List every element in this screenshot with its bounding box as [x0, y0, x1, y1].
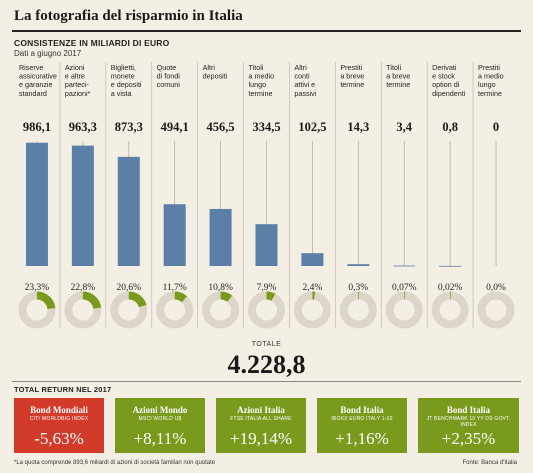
return-box: Azioni Italia FTSE ITALIA ALL SHARE +19,…	[216, 398, 306, 453]
donut-share	[202, 291, 240, 329]
category-label: Titoli a breve termine	[386, 63, 410, 89]
donut-track	[385, 291, 423, 329]
return-box: Bond Mondiali CITI WORLDBIG INDEX -5,63%	[14, 398, 104, 453]
date-note: Dati a giugno 2017	[14, 49, 82, 58]
share-label: 10,8%	[208, 283, 233, 293]
donut-share	[18, 291, 56, 329]
value-label: 873,3	[115, 120, 143, 134]
category-label: Altri conti attivi e passivi	[294, 63, 316, 98]
share-label: 20,6%	[116, 283, 141, 293]
return-box-name: Bond Italia	[340, 405, 384, 415]
donut-share	[431, 291, 469, 329]
value-label: 494,1	[161, 120, 189, 134]
footnote: *La quota comprende 893,6 miliardi di az…	[14, 460, 216, 466]
share-label: 11,7%	[163, 283, 187, 293]
donut-track	[339, 291, 377, 329]
page-title: La fotografia del risparmio in Italia	[14, 8, 243, 24]
return-box-index: JT BENCHMARK 10 YY DS GOVT. INDEX	[426, 416, 511, 428]
total-return-title: TOTAL RETURN NEL 2017	[14, 385, 112, 394]
return-box: Bond Italia JT BENCHMARK 10 YY DS GOVT. …	[418, 398, 519, 453]
return-box-index: CITI WORLDBIG INDEX	[29, 416, 89, 422]
return-box-index: IBOXX EURO ITALY 1-10	[331, 416, 393, 422]
return-box-name: Bond Mondiali	[30, 405, 88, 415]
chart-subtitle: CONSISTENZE IN MILIARDI DI EURO	[14, 38, 170, 48]
category-label: Prestiti a breve termine	[340, 63, 364, 89]
category-label: Azioni e altre parteci-pazioni*	[65, 63, 91, 98]
share-label: 7,9%	[257, 283, 277, 293]
return-box-value: +8,11%	[133, 429, 187, 448]
share-label: 23,3%	[25, 283, 50, 293]
bar	[163, 204, 186, 266]
bar	[439, 265, 462, 267]
bar	[71, 145, 94, 266]
bar	[25, 142, 48, 266]
return-box-value: +19,14%	[230, 429, 292, 448]
share-label: 0,02%	[438, 283, 463, 293]
total-label: TOTALE	[251, 341, 282, 348]
return-box: Azioni Mondo MSCI WORLD U$ +8,11%	[115, 398, 205, 453]
category-label: Prestiti a medio lungo termine	[478, 63, 504, 98]
return-box-value: -5,63%	[34, 429, 84, 448]
category-label: Altri depositi	[203, 63, 228, 81]
section-divider	[12, 381, 521, 382]
title-divider	[12, 30, 521, 32]
value-label: 0	[493, 120, 499, 134]
value-label: 986,1	[23, 120, 51, 134]
donut-track	[431, 291, 469, 329]
donut-share	[64, 291, 102, 329]
donut-track	[202, 291, 240, 329]
share-label: 2,4%	[303, 283, 323, 293]
value-label: 456,5	[207, 120, 235, 134]
category-label: Biglietti, monete e depositi a vista	[111, 63, 142, 98]
return-box-name: Azioni Italia	[237, 405, 285, 415]
share-label: 0,07%	[392, 283, 417, 293]
share-label: 22,8%	[71, 283, 96, 293]
donut-track	[156, 291, 194, 329]
category-label: Quote di fondi comuni	[157, 63, 181, 89]
donut-share	[385, 291, 423, 329]
return-box-name: Bond Italia	[446, 405, 491, 415]
bar	[347, 264, 370, 266]
category-label: Derivati e stock option di dipendenti	[432, 63, 466, 98]
value-label: 3,4	[396, 120, 412, 134]
category-label: Titoli a medio lungo termine	[249, 63, 275, 98]
bar	[117, 156, 140, 266]
share-label: 0,0%	[486, 283, 506, 293]
donut-share	[156, 291, 194, 329]
total-value: 4.228,8	[227, 350, 306, 379]
value-label: 334,5	[252, 120, 280, 134]
savings-bar-chart: Riserve assicurative e garanzie standard 986…	[18, 62, 515, 329]
return-box-name: Azioni Mondo	[132, 405, 188, 415]
source-note: Fonte: Banca d'Italia	[462, 460, 517, 466]
donut-share	[293, 291, 331, 329]
bar	[393, 265, 416, 267]
value-label: 14,3	[347, 120, 369, 134]
donut-share	[248, 291, 285, 329]
category-label: Riserve assicurative e garanzie standard	[19, 63, 57, 98]
donut-track	[248, 291, 285, 329]
bar	[255, 224, 278, 266]
total-return-boxes: Bond Mondiali CITI WORLDBIG INDEX -5,63%…	[14, 398, 519, 453]
return-box-value: +1,16%	[335, 429, 389, 448]
donut-share	[110, 291, 148, 329]
bar	[301, 253, 324, 266]
bar	[209, 208, 232, 266]
value-label: 963,3	[69, 120, 97, 134]
value-label: 102,5	[298, 120, 326, 134]
share-label: 0,3%	[348, 283, 368, 293]
return-box-index: FTSE ITALIA ALL SHARE	[230, 416, 292, 422]
donut-track	[477, 291, 515, 329]
return-box-index: MSCI WORLD U$	[138, 416, 182, 422]
value-label: 0,8	[442, 120, 458, 134]
return-box: Bond Italia IBOXX EURO ITALY 1-10 +1,16%	[317, 398, 407, 453]
donut-share	[339, 291, 377, 329]
return-box-value: +2,35%	[441, 429, 496, 448]
donut-track	[293, 291, 331, 329]
